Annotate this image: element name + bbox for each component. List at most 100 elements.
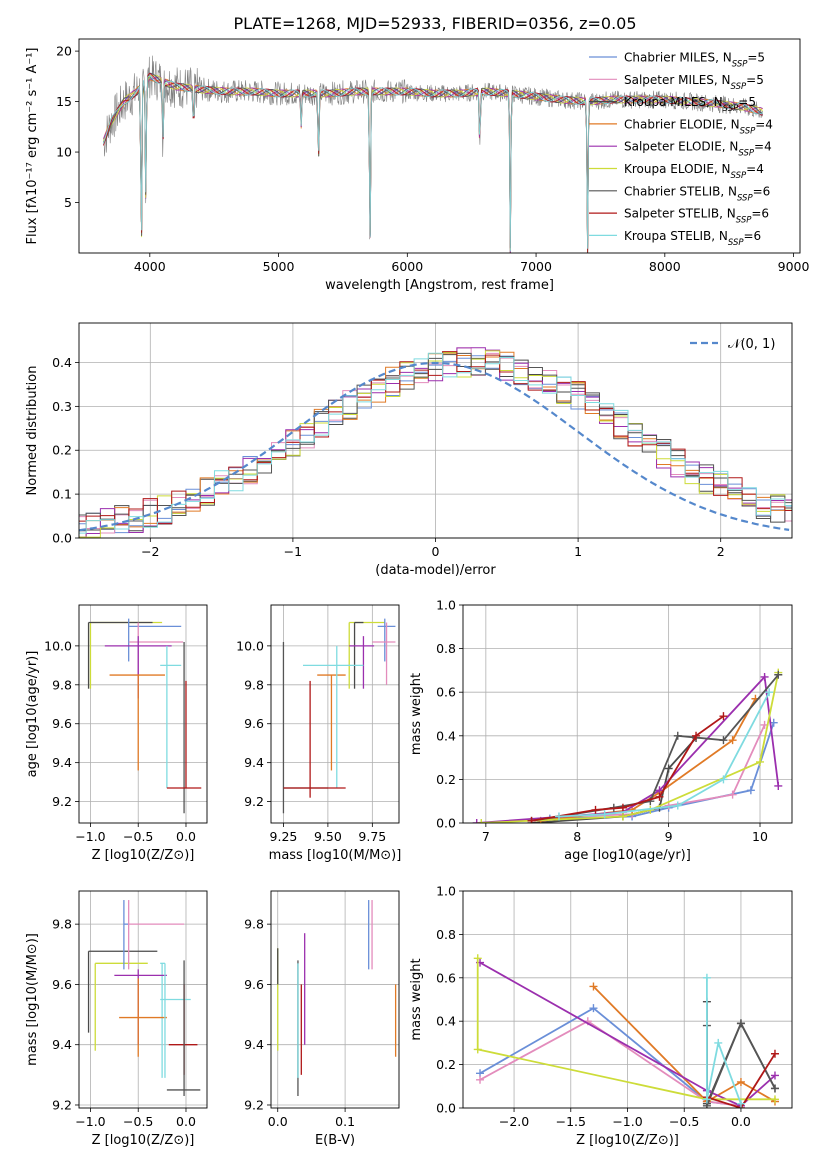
x-tick-label: 0.0 [268,1114,288,1129]
model-line [103,76,763,253]
mass-weight-line [558,691,770,818]
mass-weight-marker [714,1038,723,1047]
mass-weight-line [479,1007,742,1107]
mass-weight-marker [664,764,673,773]
plot-area [103,55,764,253]
y-tick-label: 9.2 [244,794,264,809]
x-tick-label: 7000 [520,259,552,274]
mass-weight-marker [472,819,481,823]
y-tick-label: 1.0 [436,884,456,899]
x-tick-label: 0.0 [176,829,196,844]
model-line [103,75,763,252]
mass-weight-marker [760,672,769,681]
mass-weight-marker [719,736,728,745]
mass-weight-line [531,715,725,822]
x-tick-label: 4000 [134,259,166,274]
mass-weight-marker [728,736,737,745]
x-tick-label: 0 [432,544,440,559]
mass-weight-marker [527,816,536,823]
mass-weight-marker [728,790,737,799]
y-tick-label: 5 [64,195,72,210]
y-tick-label: 0.0 [52,531,72,546]
legend-label: Kroupa ELODIE, NSSP=4 [624,162,764,181]
mass-weight-line [706,977,742,1105]
chart-panel-7: −2.0 −1.5 −1.0 −0.5 0.0 0.0 0.2 0.4 0.6 0.8 1.0 Z [… [409,884,793,1148]
histogram-step [79,350,792,538]
legend-label: Chabrier MILES, NSSP=5 [624,51,765,70]
y-tick-label: 9.4 [244,1037,264,1052]
y-tick-label: 0.2 [436,1057,456,1072]
y-tick-label: 0.8 [436,641,456,656]
y-axis-label: mass weight [409,673,424,755]
normal-curve [79,361,790,532]
chart-panel-4: 7 8 9 10 0.0 0.2 0.4 0.6 0.8 1.0 age [log10(age/yr… [409,598,793,863]
mass-weight-marker [692,731,701,740]
figure-title: PLATE=1268, MJD=52933, FIBERID=0356, z=0… [233,14,636,33]
x-tick-label: 2 [717,544,725,559]
histogram-step [79,352,792,527]
mass-weight-marker [765,688,774,697]
axes-frame [78,890,208,1109]
plot-area [473,954,779,1108]
x-tick-label: 0.0 [731,1114,751,1129]
y-tick-label: 9.6 [52,977,72,992]
mass-weight-marker [774,781,783,790]
y-tick-label: 9.2 [52,1097,72,1112]
chart-panel-6: 0.0 0.1 9.2 9.4 9.6 9.8 E(B-V) [244,890,400,1148]
y-axis-label: Flux [fλ10⁻¹⁷ erg cm⁻² s⁻¹ A⁻¹] [25,48,40,245]
mass-weight-marker [477,819,486,823]
y-tick-label: 15 [56,94,72,109]
plot-area [472,668,783,823]
axes-frame [462,604,793,824]
x-tick-label: 8000 [649,259,681,274]
histogram-step [79,351,792,538]
mass-weight-marker [719,712,728,721]
chart-panel-5: −1.0 −0.5 0.0 9.2 9.4 9.6 9.8 Z [log10(Z/Z⊙)] ma… [25,890,208,1148]
axes-frame [270,604,400,824]
histogram-step [79,351,792,532]
y-tick-label: 0.4 [436,1014,456,1029]
y-tick-label: 0.0 [436,816,456,831]
x-axis-label: (data-model)/error [375,563,496,578]
mass-weight-marker [774,670,783,679]
mass-weight-marker [600,810,609,819]
y-tick-label: 0.4 [436,728,456,743]
x-tick-label: −0.5 [669,1114,699,1129]
legend-label: Kroupa MILES, NSSP=5 [624,95,756,114]
legend-label: Salpeter STELIB, NSSP=6 [624,207,769,226]
x-tick-label: 1 [574,544,582,559]
y-tick-label: 20 [56,44,72,59]
mass-weight-marker [473,1045,482,1054]
x-tick-label: 9.50 [314,829,342,844]
x-tick-label: 0.1 [335,1114,355,1129]
mass-weight-line [476,958,775,1101]
y-tick-label: 9.8 [52,917,72,932]
x-tick-label: 0.0 [176,1114,196,1129]
y-tick-label: 9.2 [52,794,72,809]
y-tick-label: 0.8 [436,927,456,942]
histogram-step [79,355,792,534]
mass-weight-marker [589,1004,598,1013]
mass-weight-marker [746,786,755,795]
model-line [103,78,763,253]
mass-weight-marker [719,775,728,784]
y-tick-label: 0.1 [52,487,72,502]
mass-weight-marker [702,973,711,982]
x-tick-label: −1.5 [556,1114,586,1129]
chart-panel-0: 4000 5000 6000 7000 8000 9000 5 10 15 20 wavelengt… [25,38,810,293]
mass-weight-line [479,1020,742,1107]
histogram-step [79,351,792,526]
mass-weight-marker [736,1019,745,1028]
y-axis-label: mass [log10(M/M⊙)] [25,933,40,1066]
mass-weight-marker [655,792,664,801]
model-line [103,74,764,253]
legend-label: 𝒩(0, 1) [728,337,775,352]
y-tick-label: 0.2 [436,772,456,787]
y-tick-label: 10.0 [236,638,264,653]
legend-label: Chabrier STELIB, NSSP=6 [624,184,770,203]
legend-label: Chabrier ELODIE, NSSP=4 [624,117,773,136]
mass-weight-marker [770,1049,779,1058]
y-tick-label: 0.3 [52,399,72,414]
chart-panel-2: −1.0 −0.5 0.0 9.2 9.4 9.6 9.8 10.0 Z [log10(Z/Z⊙… [25,604,208,863]
